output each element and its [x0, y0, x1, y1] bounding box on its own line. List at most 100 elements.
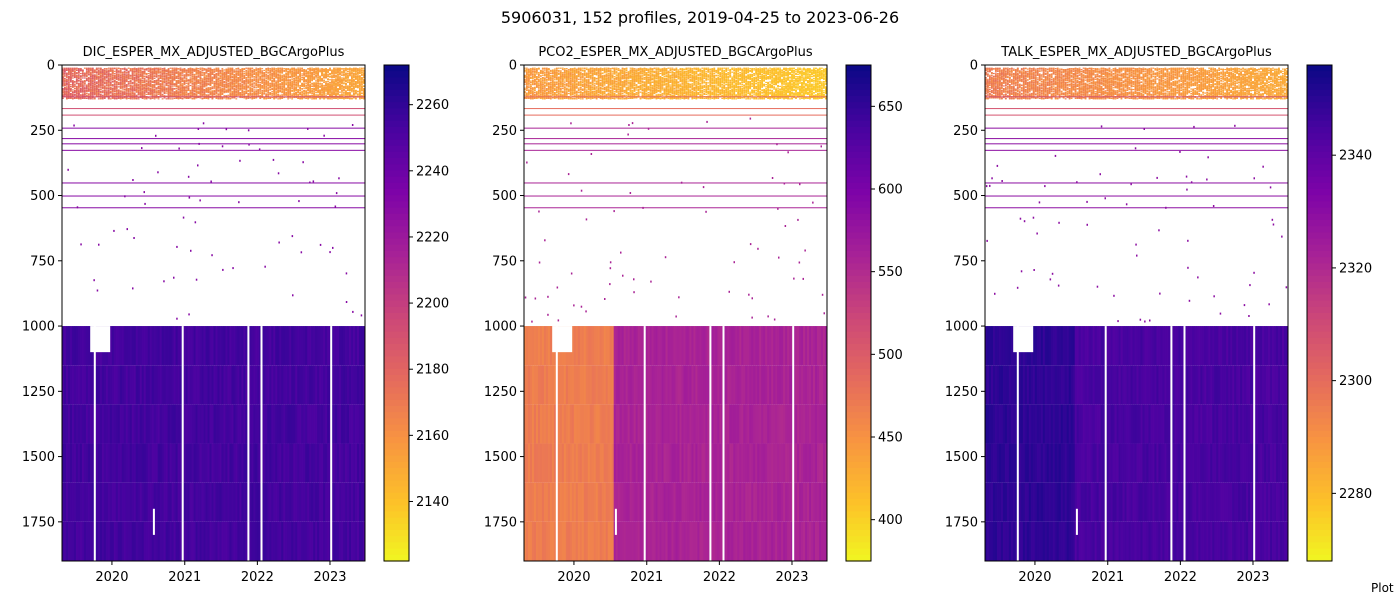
shallow-cell [154, 78, 156, 79]
shallow-cell [227, 84, 229, 85]
shallow-cell [150, 81, 152, 82]
shallow-cell [341, 77, 343, 78]
shallow-cell [271, 78, 273, 79]
shallow-cell [204, 74, 206, 75]
shallow-cell [82, 73, 84, 74]
shallow-cell [174, 80, 176, 81]
shallow-cell [299, 68, 301, 69]
shallow-cell [124, 69, 126, 70]
shallow-cell [227, 68, 229, 69]
deep-gap [153, 509, 155, 535]
shallow-cell [339, 82, 341, 83]
shallow-cell [297, 73, 299, 74]
shallow-cell [267, 85, 269, 86]
shallow-cell [72, 77, 74, 78]
shallow-cell [273, 76, 275, 77]
shallow-cell [152, 87, 154, 88]
shallow-cell [225, 87, 227, 88]
shallow-cell [184, 77, 186, 78]
shallow-cell [182, 72, 184, 73]
shallow-cell [249, 77, 251, 78]
shallow-cell [176, 70, 178, 71]
shallow-cell [255, 75, 257, 76]
shallow-cell [120, 84, 122, 85]
shallow-cell [275, 86, 277, 87]
shallow-cell [265, 69, 267, 70]
shallow-cell [206, 81, 208, 82]
shallow-cell [355, 87, 357, 88]
shallow-cell [243, 78, 245, 79]
shallow-cell [297, 85, 299, 86]
shallow-cell [78, 72, 80, 73]
shallow-cell [277, 88, 279, 89]
shallow-cell [303, 81, 305, 82]
shallow-cell [349, 80, 351, 81]
shallow-cell [327, 81, 329, 82]
shallow-cell [128, 84, 130, 85]
shallow-cell [198, 83, 200, 84]
shallow-cell [307, 73, 309, 74]
shallow-cell [140, 84, 142, 85]
shallow-cell [186, 76, 188, 77]
shallow-cell [132, 79, 134, 80]
shallow-cell [170, 68, 172, 69]
shallow-cell [138, 88, 140, 89]
shallow-cell [92, 72, 94, 73]
shallow-cell [291, 79, 293, 80]
shallow-cell [72, 71, 74, 72]
shallow-cell [235, 89, 237, 90]
shallow-cell [227, 86, 229, 87]
shallow-cell [215, 77, 217, 78]
shallow-cell [114, 84, 116, 85]
shallow-cell [148, 71, 150, 72]
shallow-cell [231, 77, 233, 78]
shallow-cell [301, 68, 303, 69]
shallow-cell [196, 73, 198, 74]
shallow-cell [313, 74, 315, 75]
shallow-cell [241, 76, 243, 77]
shallow-cell [162, 71, 164, 72]
shallow-cell [227, 73, 229, 74]
shallow-cell [329, 76, 331, 77]
shallow-cell [333, 77, 335, 78]
shallow-cell [215, 84, 217, 85]
shallow-cell [245, 77, 247, 78]
shallow-cell [120, 72, 122, 73]
shallow-cell [162, 68, 164, 69]
shallow-cell [178, 69, 180, 70]
shallow-cell [317, 88, 319, 89]
shallow-cell [251, 86, 253, 87]
shallow-cell [162, 84, 164, 85]
shallow-cell [285, 84, 287, 85]
shallow-cell [198, 73, 200, 74]
shallow-cell [217, 81, 219, 82]
shallow-cell [114, 81, 116, 82]
shallow-cell [279, 68, 281, 69]
shallow-cell [70, 84, 72, 85]
shallow-cell [239, 84, 241, 85]
shallow-cell [237, 69, 239, 70]
shallow-cell [170, 78, 172, 79]
shallow-cell [247, 87, 249, 88]
deep-gap [247, 326, 249, 561]
shallow-cell [168, 85, 170, 86]
shallow-cell [223, 77, 225, 78]
shallow-cell [88, 72, 90, 73]
shallow-cell [327, 72, 329, 73]
shallow-cell [305, 85, 307, 86]
shallow-cell [257, 82, 259, 83]
shallow-cell [198, 68, 200, 69]
shallow-cell [323, 71, 325, 72]
shallow-cell [142, 82, 144, 83]
shallow-cell [112, 75, 114, 76]
shallow-cell [289, 73, 291, 74]
shallow-cell [116, 72, 118, 73]
shallow-cell [204, 86, 206, 87]
shallow-cell [134, 87, 136, 88]
shallow-cell [126, 70, 128, 71]
shallow-cell [335, 68, 337, 69]
shallow-cell [128, 68, 130, 69]
shallow-cell [257, 76, 259, 77]
shallow-cell [128, 81, 130, 82]
shallow-cell [329, 82, 331, 83]
